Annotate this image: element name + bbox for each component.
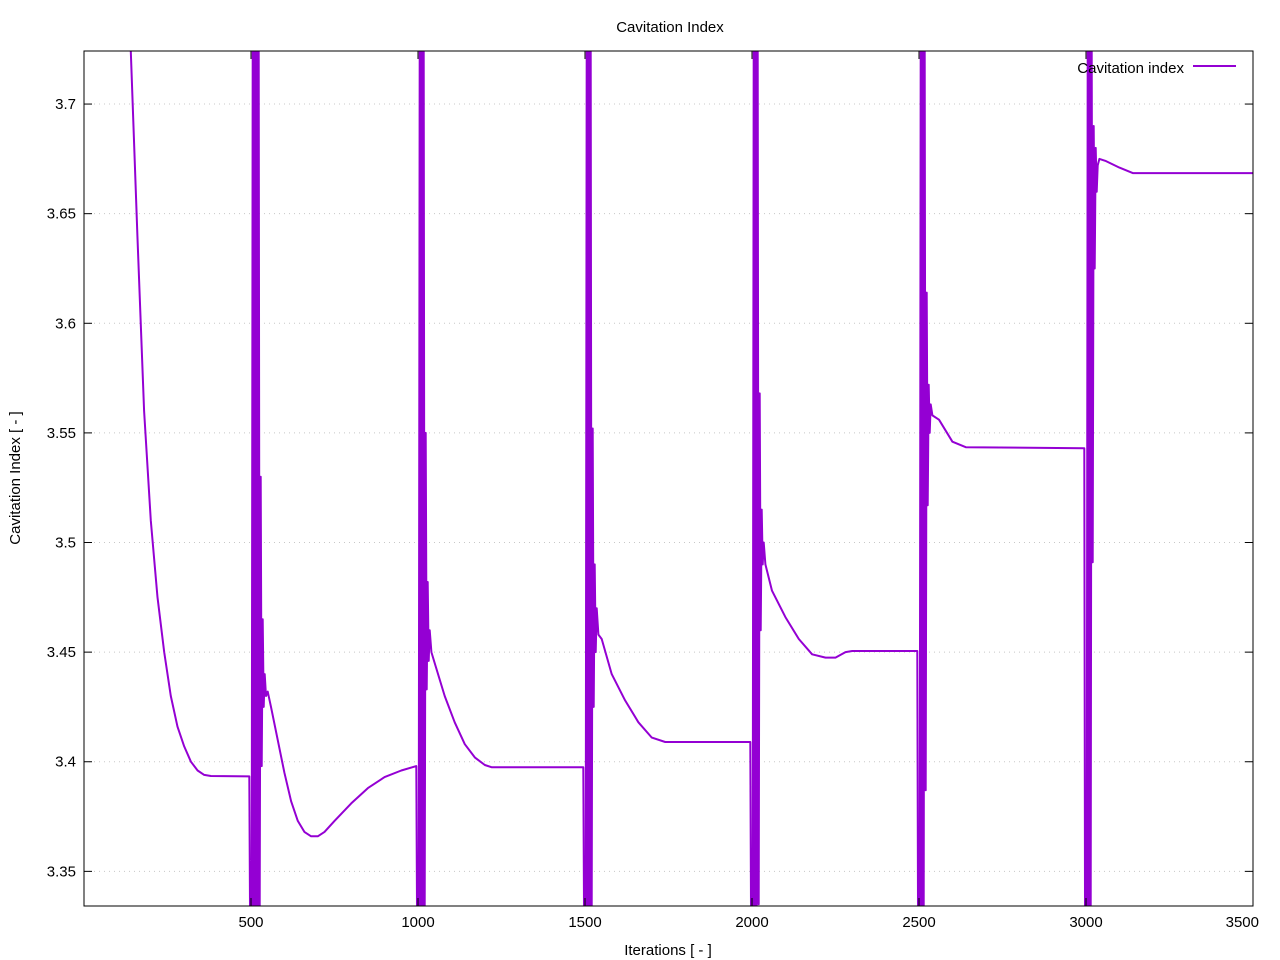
x-tick-label: 3000	[1069, 914, 1102, 931]
y-tick-label: 3.65	[47, 206, 76, 223]
y-axis: 3.35 3.4 3.45 3.5 3.55 3.6 3.65 3.7	[47, 96, 1253, 880]
y-tick-label: 3.7	[55, 96, 76, 113]
x-tick-label: 1000	[401, 914, 434, 931]
x-axis: 500 1000 1500 2000 2500 3000 3500	[238, 51, 1259, 931]
legend-label-cavitation-index: Cavitation index	[1077, 60, 1184, 77]
y-tick-label: 3.35	[47, 863, 76, 880]
x-tick-label: 2000	[735, 914, 768, 931]
series-line-cavitation-index	[129, 51, 1253, 906]
x-tick-label: 2500	[902, 914, 935, 931]
series-layer	[129, 51, 1253, 906]
x-axis-label: Iterations [ - ]	[624, 942, 712, 959]
y-tick-label: 3.45	[47, 644, 76, 661]
y-tick-label: 3.6	[55, 315, 76, 332]
x-tick-label: 500	[238, 914, 263, 931]
x-tick-label: 3500	[1226, 914, 1259, 931]
legend: Cavitation index	[1077, 60, 1236, 77]
y-tick-label: 3.5	[55, 535, 76, 552]
plot-frame	[83, 50, 1254, 907]
y-tick-label: 3.4	[55, 754, 76, 771]
y-axis-label: Cavitation Index [ - ]	[7, 411, 24, 544]
y-tick-label: 3.55	[47, 425, 76, 442]
chart-title: Cavitation Index	[616, 19, 724, 36]
x-tick-label: 1500	[568, 914, 601, 931]
